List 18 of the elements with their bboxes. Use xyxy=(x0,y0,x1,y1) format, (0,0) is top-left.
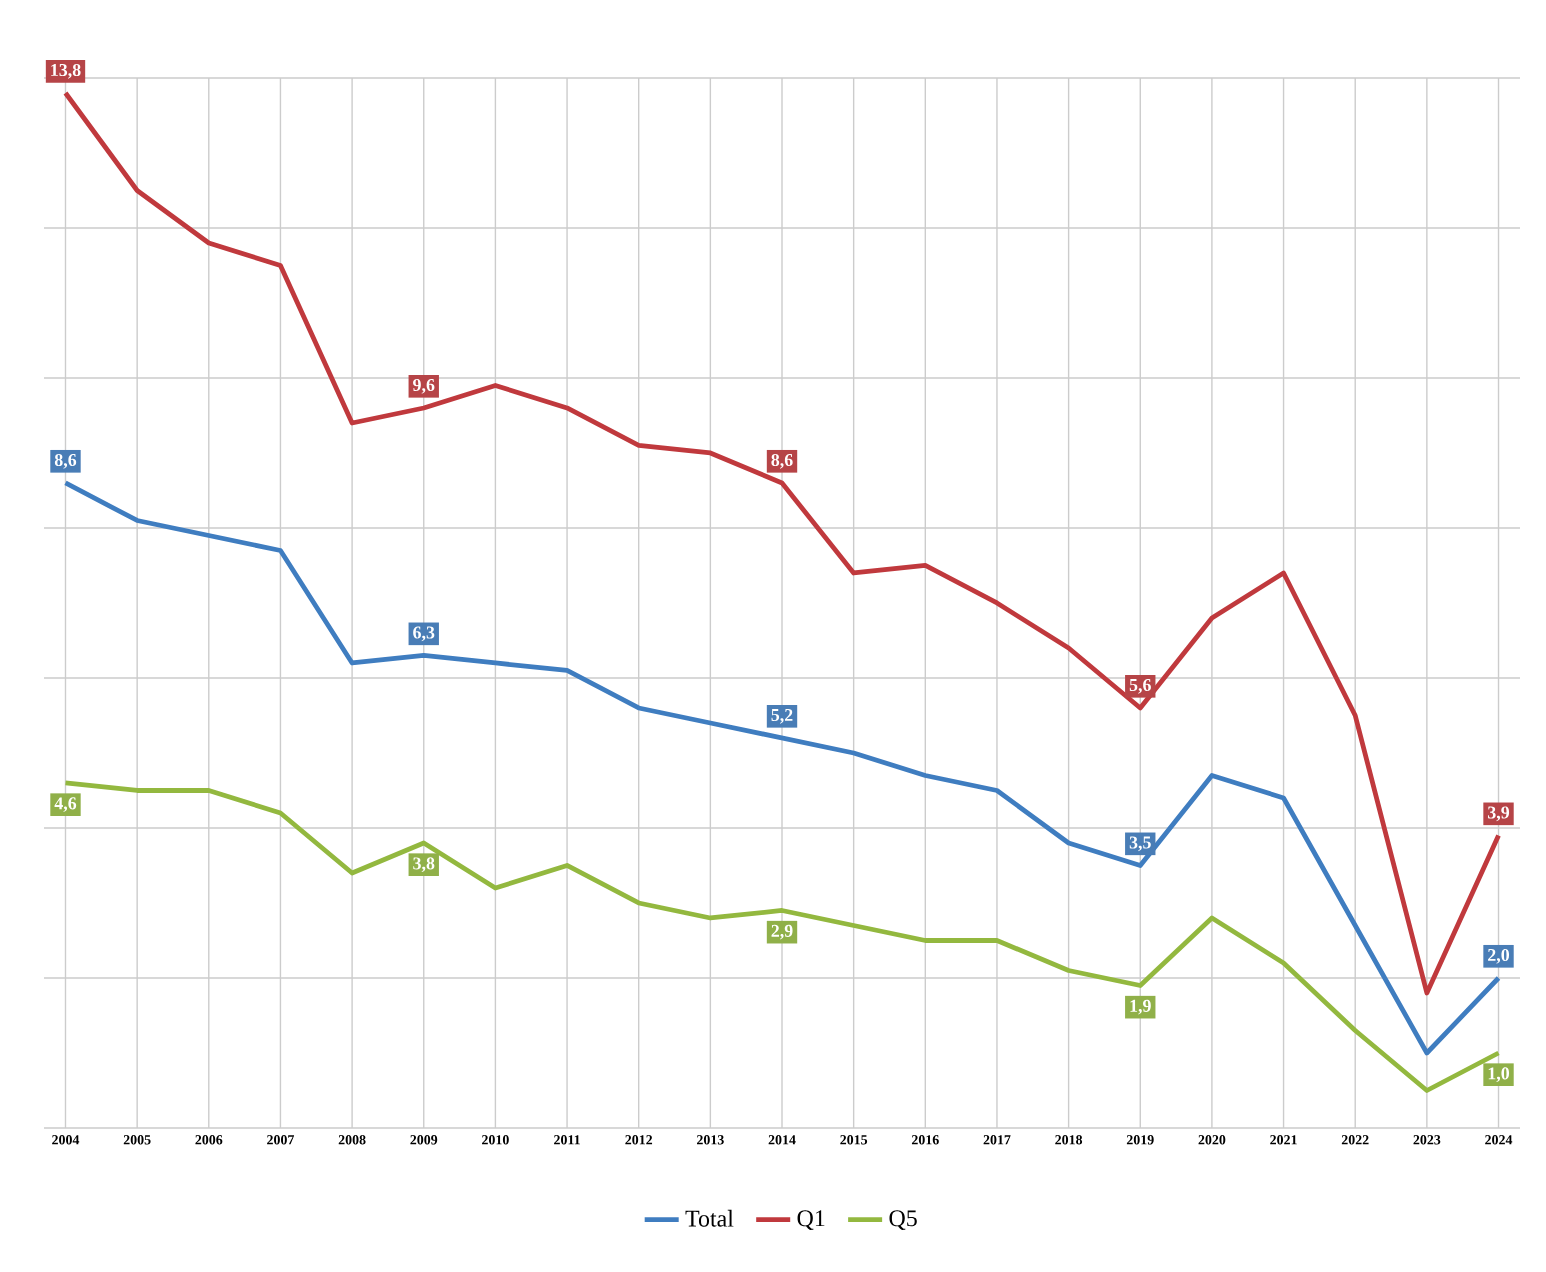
data-label: 1,9 xyxy=(1130,999,1151,1015)
data-label: 5,2 xyxy=(771,709,793,724)
data-label: 6,3 xyxy=(413,626,435,642)
data-label: 2,9 xyxy=(771,924,793,940)
data-label: 3,5 xyxy=(1129,836,1151,852)
legend-label: Q1 xyxy=(797,1210,825,1230)
data-label: 2,0 xyxy=(1488,948,1510,964)
legend-label: Q5 xyxy=(889,1210,917,1230)
data-label: 13,8 xyxy=(51,63,81,79)
data-label: 1,0 xyxy=(1488,1067,1510,1083)
data-label: 3,9 xyxy=(1488,806,1510,822)
data-label: 3,8 xyxy=(413,857,435,873)
data-label: 4,6 xyxy=(54,797,77,812)
data-label: 5,6 xyxy=(1129,679,1151,694)
data-label: 8,6 xyxy=(54,453,77,469)
legend-label: Total xyxy=(685,1209,734,1227)
data-label: 8,6 xyxy=(771,453,793,469)
data-label: 9,6 xyxy=(413,378,435,394)
